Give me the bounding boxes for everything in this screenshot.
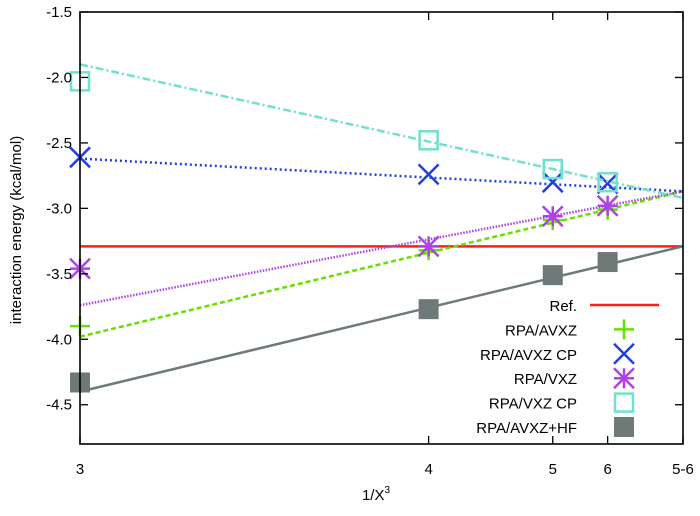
y-axis-label: interaction energy (kcal/mol): [8, 136, 25, 324]
fit-line: [79, 63, 684, 200]
open-square-marker: [597, 171, 618, 193]
fit-line: [79, 157, 684, 193]
plus-marker: [614, 319, 634, 340]
x-axis-label-base: 1/X: [362, 487, 385, 504]
open-square-marker: [613, 392, 635, 413]
cross-marker: [417, 163, 440, 186]
fit-line: [79, 245, 684, 393]
star-marker: [613, 367, 635, 390]
filled-square-marker: [614, 417, 634, 437]
series-rpa-vxz: [69, 190, 684, 307]
legend-item: Ref.: [549, 298, 659, 315]
legend-item: RPA/AVXZ CP: [480, 342, 635, 365]
legend-label: RPA/VXZ: [514, 371, 577, 388]
legend-item: RPA/AVXZ: [505, 319, 634, 340]
cross-marker: [613, 342, 635, 365]
x-tick-label: 5: [549, 461, 557, 478]
legend-item: RPA/VXZ CP: [489, 392, 635, 413]
series-rpa-avxz: [70, 190, 684, 338]
series-rpa-avxz-cp: [69, 146, 684, 195]
legend-label: RPA/AVXZ: [505, 322, 577, 339]
fit-line: [79, 190, 684, 307]
legend: Ref. RPA/AVXZ RPA/AVXZ CP RPA/VXZ RPA/VXZ CP…: [476, 298, 659, 437]
open-square-marker: [418, 130, 439, 151]
legend-item: RPA/AVXZ+HF: [476, 417, 634, 437]
x-axis-label: 1/X3: [362, 485, 391, 504]
series-rpa-vxz-cp: [69, 63, 684, 200]
y-tick-label: -3.5: [46, 266, 72, 283]
plot-frame: [79, 11, 684, 445]
x-axis-label-sup: 3: [384, 485, 390, 496]
star-marker: [541, 205, 564, 228]
open-square-marker: [542, 158, 564, 180]
legend-label: RPA/AVXZ CP: [480, 347, 577, 364]
legend-label: RPA/AVXZ+HF: [476, 420, 577, 437]
filled-square-marker: [418, 299, 439, 320]
plot-marks: [69, 63, 684, 393]
y-tick-label: -3.0: [46, 200, 72, 217]
y-tick-label: -2.0: [46, 69, 72, 86]
fit-line: [79, 190, 684, 338]
star-marker: [596, 194, 619, 217]
x-tick-label: 3: [76, 461, 84, 478]
y-tick-label: -4.5: [46, 397, 72, 414]
series-rpa-avxz-hf: [70, 245, 684, 393]
star-marker: [417, 235, 440, 258]
x-tick-label: 6: [603, 461, 611, 478]
legend-item: RPA/VXZ: [514, 367, 635, 390]
filled-square-marker: [597, 252, 618, 273]
y-tick-label: -1.5: [46, 4, 72, 21]
x-tick-label: 5-6: [672, 461, 694, 478]
x-tick-label: 4: [424, 461, 432, 478]
legend-label: RPA/VXZ CP: [489, 396, 577, 413]
axes: -1.5 -2.0 -2.5 -3.0 -3.5 -4.0 -4.5 3 4 5 6 5-6: [46, 4, 694, 478]
y-tick-label: -4.0: [46, 331, 72, 348]
legend-label: Ref.: [549, 298, 577, 315]
cross-marker: [541, 171, 564, 194]
y-tick-label: -2.5: [46, 135, 72, 152]
filled-square-marker: [542, 265, 563, 286]
